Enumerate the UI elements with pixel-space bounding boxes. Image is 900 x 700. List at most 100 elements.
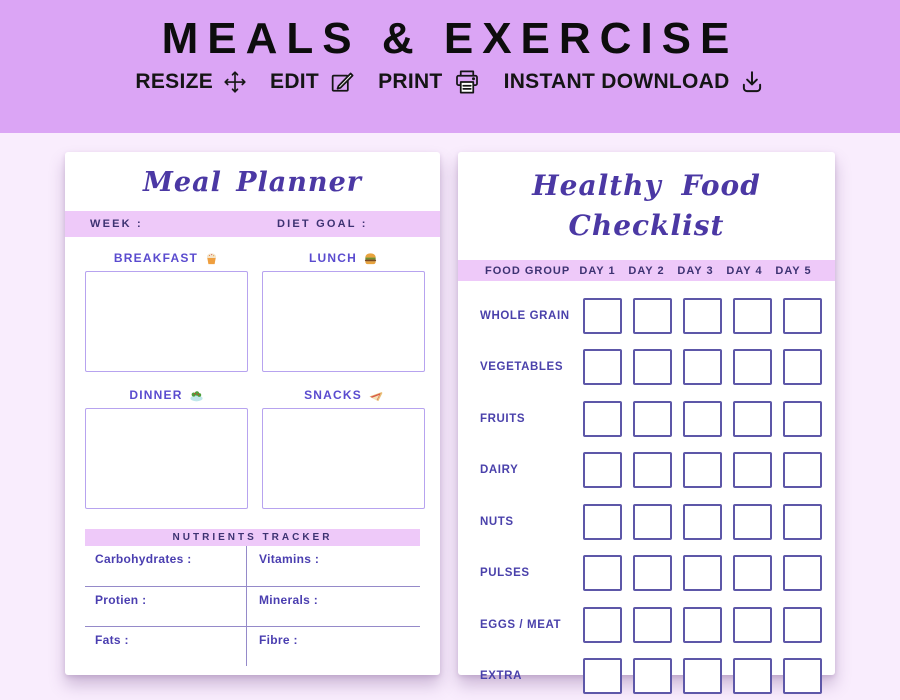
- meal-section-dinner: DINNER: [85, 382, 248, 509]
- checkbox-day-5[interactable]: [783, 400, 822, 437]
- checkbox-day-5[interactable]: [783, 555, 822, 592]
- checkbox-day-1[interactable]: [583, 349, 622, 386]
- checkbox-day-1[interactable]: [583, 452, 622, 489]
- checkbox-day-5[interactable]: [783, 349, 822, 386]
- checkbox-day-2[interactable]: [633, 452, 672, 489]
- checkbox-day-1[interactable]: [583, 606, 622, 643]
- checkbox-day-4[interactable]: [733, 555, 772, 592]
- food-group-label: EGGS / MEAT: [480, 618, 562, 631]
- checkbox-group: [583, 658, 833, 695]
- edit-feature[interactable]: EDIT: [270, 68, 356, 96]
- checkbox-day-5[interactable]: [783, 606, 822, 643]
- dinner-entry-box[interactable]: [85, 408, 248, 509]
- nutrient-field-fats[interactable]: Fats :: [85, 626, 247, 666]
- meal-label-row: DINNER: [85, 382, 248, 408]
- checkbox-group: [583, 297, 833, 334]
- checkbox-day-2[interactable]: [633, 555, 672, 592]
- resize-arrows-icon: [224, 71, 246, 93]
- checkbox-group: [583, 349, 833, 386]
- healthy-food-checklist-page: Healthy Food Checklist FOOD GROUP DAY 1 …: [458, 152, 835, 695]
- food-group-header: FOOD GROUP: [485, 264, 571, 277]
- instant-download-label: INSTANT DOWNLOAD: [503, 70, 730, 93]
- day-3-header: DAY 3: [677, 264, 714, 277]
- checkbox-day-3[interactable]: [683, 555, 722, 592]
- checkbox-day-3[interactable]: [683, 606, 722, 643]
- checkbox-day-5[interactable]: [783, 297, 822, 334]
- food-group-label: DAIRY: [480, 464, 519, 477]
- meal-section-snacks: SNACKS: [262, 382, 425, 509]
- checkbox-day-1[interactable]: [583, 658, 622, 695]
- nutrient-field-vitamins[interactable]: Vitamins :: [247, 546, 420, 586]
- checkbox-group: [583, 503, 833, 540]
- breakfast-entry-box[interactable]: [85, 271, 248, 372]
- meal-label-row: LUNCH: [262, 245, 425, 271]
- checkbox-group: [583, 400, 833, 437]
- food-group-label: VEGETABLES: [480, 361, 564, 374]
- lunch-entry-box[interactable]: [262, 271, 425, 372]
- day-4-header: DAY 4: [726, 264, 763, 277]
- checkbox-day-2[interactable]: [633, 400, 672, 437]
- nutrient-label: Minerals :: [259, 593, 319, 607]
- meal-section-breakfast: BREAKFAST: [85, 245, 248, 372]
- snacks-entry-box[interactable]: [262, 408, 425, 509]
- checkbox-day-2[interactable]: [633, 349, 672, 386]
- checkbox-day-4[interactable]: [733, 658, 772, 695]
- checkbox-day-1[interactable]: [583, 297, 622, 334]
- checkbox-day-3[interactable]: [683, 503, 722, 540]
- feature-toolbar: RESIZE EDIT PRINT INSTANT DOW: [135, 67, 764, 97]
- checkbox-day-2[interactable]: [633, 503, 672, 540]
- checkbox-day-2[interactable]: [633, 297, 672, 334]
- meal-sections-grid: BREAKFAST LUNCH: [65, 237, 440, 509]
- page-title: MEALS & EXERCISE: [161, 14, 739, 63]
- nutrient-field-minerals[interactable]: Minerals :: [247, 586, 420, 626]
- salad-icon: [190, 390, 203, 401]
- checkbox-day-4[interactable]: [733, 503, 772, 540]
- nutrients-tracker-title: NUTRIENTS TRACKER: [85, 529, 420, 546]
- food-group-label: EXTRA: [480, 670, 522, 683]
- nutrient-label: Carbohydrates :: [95, 552, 192, 566]
- meal-planner-title: Meal Planner: [143, 167, 362, 198]
- instant-download-feature[interactable]: INSTANT DOWNLOAD: [504, 69, 765, 95]
- nutrient-label: Fats :: [95, 633, 129, 647]
- checkbox-day-4[interactable]: [733, 297, 772, 334]
- checklist-title: Healthy Food Checklist: [532, 169, 761, 242]
- food-group-label: FRUITS: [480, 412, 526, 425]
- checkbox-day-1[interactable]: [583, 503, 622, 540]
- checklist-row-nuts: NUTS: [458, 496, 835, 548]
- printer-icon: [455, 70, 478, 94]
- checkbox-day-3[interactable]: [683, 658, 722, 695]
- checkbox-day-1[interactable]: [583, 400, 622, 437]
- checkbox-day-3[interactable]: [683, 349, 722, 386]
- checklist-row-vegetables: VEGETABLES: [458, 342, 835, 394]
- checklist-rows: WHOLE GRAIN VEGETABLES FRUITS DAIRY NUTS…: [458, 290, 835, 700]
- nutrient-field-fibre[interactable]: Fibre :: [247, 626, 420, 666]
- checkbox-day-2[interactable]: [633, 606, 672, 643]
- day-2-header: DAY 2: [628, 264, 665, 277]
- checkbox-day-4[interactable]: [733, 606, 772, 643]
- print-feature[interactable]: PRINT: [378, 67, 482, 97]
- checklist-row-whole-grain: WHOLE GRAIN: [458, 290, 835, 342]
- nutrient-field-protien[interactable]: Protien :: [85, 586, 247, 626]
- checkbox-day-3[interactable]: [683, 297, 722, 334]
- checkbox-day-4[interactable]: [733, 452, 772, 489]
- checkbox-day-1[interactable]: [583, 555, 622, 592]
- checklist-header-band: FOOD GROUP DAY 1 DAY 2 DAY 3 DAY 4 DAY 5: [458, 260, 835, 281]
- meal-planner-page: Meal Planner WEEK : DIET GOAL : BREAKFAS…: [65, 152, 440, 675]
- checkbox-day-5[interactable]: [783, 452, 822, 489]
- checkbox-day-4[interactable]: [733, 349, 772, 386]
- checklist-row-dairy: DAIRY: [458, 445, 835, 497]
- checkbox-day-2[interactable]: [633, 658, 672, 695]
- week-dietgoal-band: WEEK : DIET GOAL :: [65, 211, 440, 237]
- food-group-label: WHOLE GRAIN: [480, 309, 570, 322]
- nutrients-table: Carbohydrates : Vitamins : Protien : Min…: [85, 546, 420, 666]
- checkbox-day-5[interactable]: [783, 658, 822, 695]
- lunch-label: LUNCH: [309, 251, 357, 265]
- checkbox-day-5[interactable]: [783, 503, 822, 540]
- checkbox-day-3[interactable]: [683, 452, 722, 489]
- checklist-row-fruits: FRUITS: [458, 393, 835, 445]
- nutrient-field-carbohydrates[interactable]: Carbohydrates :: [85, 546, 247, 586]
- checkbox-day-3[interactable]: [683, 400, 722, 437]
- resize-feature[interactable]: RESIZE: [135, 69, 248, 95]
- checkbox-day-4[interactable]: [733, 400, 772, 437]
- nutrient-label: Vitamins :: [259, 552, 320, 566]
